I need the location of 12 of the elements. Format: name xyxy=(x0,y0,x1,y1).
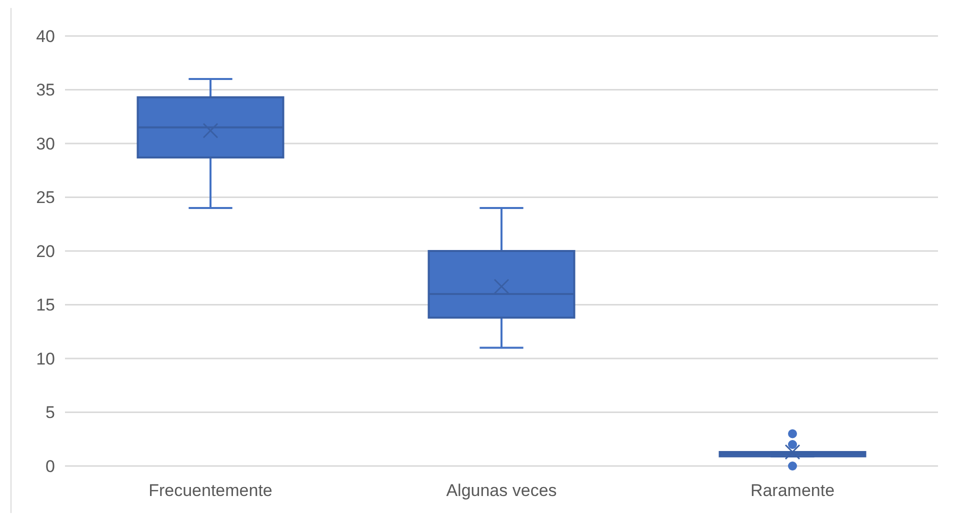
y-tick-label: 0 xyxy=(46,456,55,476)
y-tick-label: 5 xyxy=(46,403,55,422)
y-tick-label: 25 xyxy=(36,188,55,208)
x-tick-label: Raramente xyxy=(750,481,835,500)
x-tick-label: Frecuentemente xyxy=(148,481,272,500)
y-tick-label: 30 xyxy=(36,134,55,154)
x-tick-label: Algunas veces xyxy=(446,481,557,500)
y-tick-label: 20 xyxy=(36,242,55,261)
y-tick-label: 15 xyxy=(36,296,55,315)
y-tick-label: 10 xyxy=(36,349,55,368)
y-tick-label: 35 xyxy=(36,80,55,100)
y-tick-label: 40 xyxy=(36,26,55,46)
